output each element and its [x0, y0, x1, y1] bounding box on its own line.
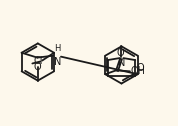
Text: O: O [116, 48, 124, 58]
Text: O: O [34, 61, 41, 72]
Text: N: N [118, 58, 125, 68]
Text: N: N [54, 57, 61, 67]
Text: H: H [54, 44, 61, 53]
Text: OH: OH [131, 66, 146, 76]
Text: Cl: Cl [33, 56, 43, 66]
Text: O: O [136, 63, 144, 73]
